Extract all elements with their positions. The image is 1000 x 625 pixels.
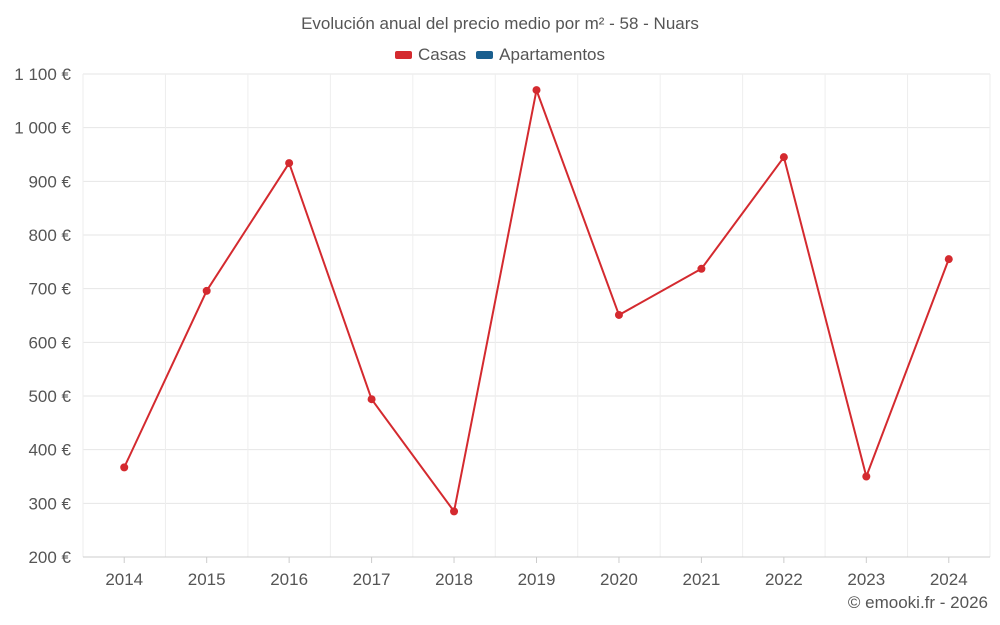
data-point xyxy=(532,86,541,95)
x-tick-label: 2019 xyxy=(518,570,556,589)
x-tick-label: 2021 xyxy=(682,570,720,589)
credit-text: © emooki.fr - 2026 xyxy=(847,593,988,612)
data-point xyxy=(862,472,871,481)
x-tick-label: 2017 xyxy=(353,570,391,589)
legend-label-apartamentos: Apartamentos xyxy=(499,45,606,64)
legend-swatch-casas xyxy=(394,51,412,59)
y-tick-label: 200 € xyxy=(28,548,71,567)
y-tick-label: 500 € xyxy=(28,387,71,406)
y-tick-label: 800 € xyxy=(28,226,71,245)
chart-title: Evolución anual del precio medio por m² … xyxy=(301,14,699,33)
y-tick-label: 700 € xyxy=(28,280,71,299)
x-tick-label: 2023 xyxy=(847,570,885,589)
x-tick-label: 2024 xyxy=(930,570,968,589)
y-tick-label: 400 € xyxy=(28,441,71,460)
data-point xyxy=(697,264,706,273)
y-tick-label: 1 100 € xyxy=(14,65,71,84)
data-point xyxy=(367,395,376,404)
x-tick-label: 2020 xyxy=(600,570,638,589)
legend-item-apartamentos[interactable]: Apartamentos xyxy=(476,45,605,65)
chart-legend: Casas Apartamentos xyxy=(0,45,1000,65)
data-point xyxy=(450,507,459,516)
x-tick-label: 2018 xyxy=(435,570,473,589)
x-tick-label: 2014 xyxy=(105,570,143,589)
legend-item-casas[interactable]: Casas xyxy=(394,45,467,65)
y-tick-label: 300 € xyxy=(28,494,71,513)
x-tick-label: 2022 xyxy=(765,570,803,589)
legend-swatch-apartamentos xyxy=(476,51,494,59)
y-tick-label: 600 € xyxy=(28,333,71,352)
x-tick-label: 2015 xyxy=(188,570,226,589)
legend-label-casas: Casas xyxy=(417,45,467,64)
data-point xyxy=(285,159,294,168)
y-tick-label: 900 € xyxy=(28,172,71,191)
data-point xyxy=(202,286,211,295)
y-tick-label: 1 000 € xyxy=(14,119,71,138)
data-point xyxy=(614,310,623,319)
x-tick-label: 2016 xyxy=(270,570,308,589)
data-point xyxy=(944,255,953,264)
data-point xyxy=(779,153,788,162)
data-point xyxy=(120,463,129,472)
